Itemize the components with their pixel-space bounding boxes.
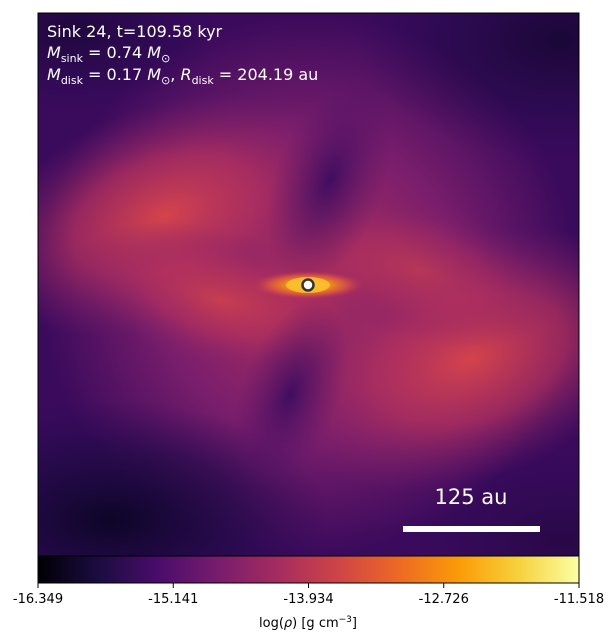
colorbar-tick-label: -13.934 — [283, 592, 333, 607]
annotation-line-2: Msink = 0.74 M⊙ — [47, 43, 170, 65]
annotation-line-3: Mdisk = 0.17 M⊙, Rdisk = 204.19 au — [47, 65, 318, 87]
colorbar-ticks: -16.349 -15.141 -13.934 -12.726 -11.518 — [13, 583, 604, 607]
annotation-line-1: Sink 24, t=109.58 kyr — [47, 22, 223, 41]
colorbar-tick-label: -15.141 — [148, 592, 198, 607]
colorbar-label: log(ρ) [g cm−3] — [259, 615, 357, 631]
colorbar-tick-label: -11.518 — [554, 592, 604, 607]
colorbar-tick-label: -12.726 — [419, 592, 469, 607]
scalebar-label: 125 au — [435, 485, 508, 509]
colorbar-tick-label: -16.349 — [13, 592, 63, 607]
colorbar — [37, 555, 580, 584]
scalebar — [403, 526, 540, 532]
sink-marker — [301, 278, 315, 292]
